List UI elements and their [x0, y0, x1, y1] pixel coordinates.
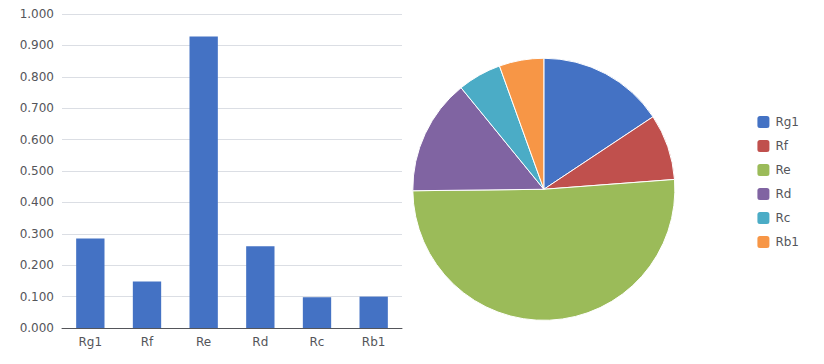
svg-text:Rf: Rf [775, 139, 788, 153]
svg-text:0.400: 0.400 [20, 195, 54, 209]
svg-text:0.000: 0.000 [20, 321, 54, 335]
svg-text:Rd: Rd [775, 187, 791, 201]
svg-text:Re: Re [775, 163, 790, 177]
svg-text:Rg1: Rg1 [775, 115, 799, 129]
svg-text:Rd: Rd [252, 335, 268, 349]
svg-text:Rb1: Rb1 [775, 235, 799, 249]
svg-text:0.100: 0.100 [20, 290, 54, 304]
svg-text:Rc: Rc [310, 335, 325, 349]
svg-text:Rf: Rf [141, 335, 154, 349]
svg-text:0.900: 0.900 [20, 38, 54, 52]
svg-text:0.500: 0.500 [20, 164, 54, 178]
svg-text:0.600: 0.600 [20, 133, 54, 147]
svg-text:Rc: Rc [775, 211, 790, 225]
svg-text:Re: Re [196, 335, 211, 349]
svg-text:0.200: 0.200 [20, 258, 54, 272]
svg-text:1.000: 1.000 [20, 7, 54, 21]
svg-text:0.700: 0.700 [20, 101, 54, 115]
svg-text:Rb1: Rb1 [362, 335, 386, 349]
svg-text:Rg1: Rg1 [79, 335, 103, 349]
svg-text:0.800: 0.800 [20, 70, 54, 84]
svg-text:0.300: 0.300 [20, 227, 54, 241]
